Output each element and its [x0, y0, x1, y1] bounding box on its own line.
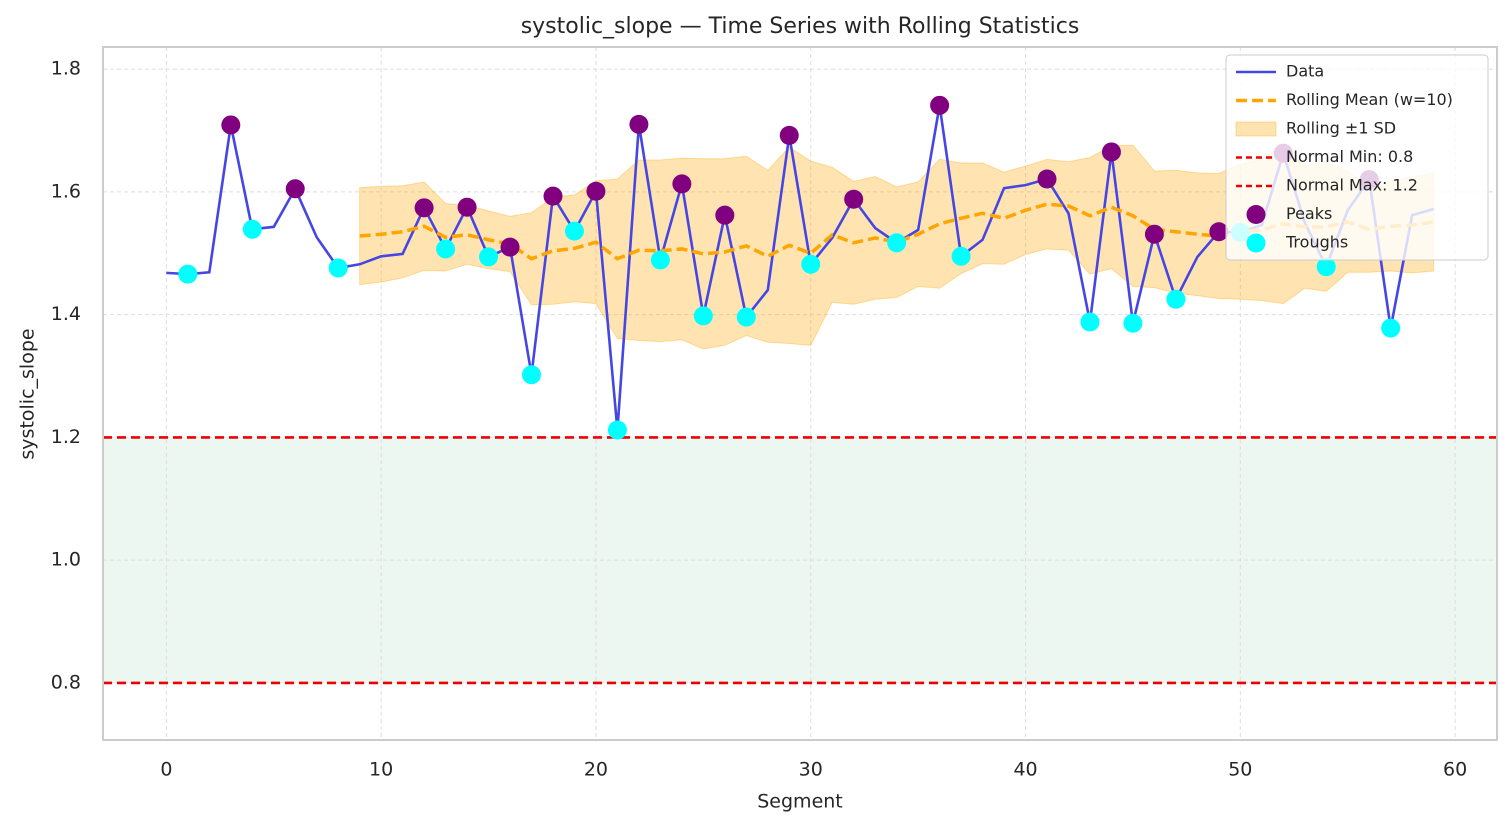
marker-point [479, 247, 499, 267]
marker-point [1123, 313, 1143, 333]
marker-point [242, 219, 262, 239]
y-tick-label: 1.6 [51, 180, 81, 202]
marker-point [715, 205, 735, 225]
marker-point [1166, 289, 1186, 309]
marker-point [436, 239, 456, 259]
legend-swatch [1235, 121, 1277, 137]
legend-label: Normal Min: 0.8 [1286, 147, 1413, 166]
legend-box [1225, 54, 1489, 261]
marker-point [693, 306, 713, 326]
x-tick-label: 50 [1228, 759, 1252, 781]
marker-point [285, 179, 305, 199]
x-tick-label: 0 [160, 759, 172, 781]
legend-label: Normal Max: 1.2 [1286, 176, 1418, 195]
marker-point [801, 254, 821, 274]
x-tick-label: 10 [369, 759, 393, 781]
marker-point [1316, 257, 1336, 277]
marker-point [543, 186, 563, 206]
marker-point [1209, 222, 1229, 242]
x-tick-label: 60 [1443, 759, 1467, 781]
x-tick-label: 30 [799, 759, 823, 781]
marker-point [1080, 312, 1100, 332]
legend-swatch [1246, 205, 1266, 224]
legend-label: Rolling Mean (w=10) [1286, 90, 1453, 109]
legend-label: Data [1286, 62, 1324, 81]
y-tick-label: 1.4 [51, 303, 81, 325]
y-tick-label: 1.8 [51, 58, 81, 80]
marker-point [328, 258, 348, 278]
marker-point [564, 221, 584, 241]
marker-point [650, 250, 670, 270]
marker-point [522, 365, 542, 385]
marker-point [672, 174, 692, 194]
marker-point [414, 198, 434, 218]
plot-frame [102, 46, 1498, 741]
x-tick-label: 40 [1013, 759, 1037, 781]
legend-label: Peaks [1286, 204, 1332, 223]
y-tick-label: 1.0 [51, 549, 81, 571]
marker-point [586, 181, 606, 201]
marker-point [779, 125, 799, 145]
marker-point [607, 420, 627, 440]
marker-point [1381, 318, 1401, 338]
legend-swatch [1246, 233, 1266, 253]
marker-point [457, 197, 477, 217]
chart-title: systolic_slope — Time Series with Rollin… [521, 14, 1080, 39]
y-axis-label: systolic_slope [17, 328, 39, 459]
marker-point [178, 264, 198, 284]
marker-point [500, 237, 520, 257]
marker-point [736, 307, 756, 327]
marker-point [844, 189, 864, 209]
marker-point [629, 114, 649, 134]
marker-point [951, 246, 971, 266]
marker-point [221, 115, 241, 135]
y-tick-label: 0.8 [51, 671, 81, 693]
marker-point [1144, 224, 1164, 244]
legend: Data Rolling Mean (w=10) Rolling ±1 SD Norm… [1225, 54, 1489, 261]
marker-point [887, 233, 907, 253]
x-tick-label: 20 [584, 759, 608, 781]
legend-label: Rolling ±1 SD [1286, 119, 1396, 138]
marker-point [1037, 169, 1057, 189]
marker-point [1101, 142, 1121, 162]
x-axis-label: Segment [757, 791, 843, 813]
y-tick-label: 1.2 [51, 426, 81, 448]
marker-point [930, 95, 950, 115]
legend-label: Troughs [1285, 233, 1348, 252]
